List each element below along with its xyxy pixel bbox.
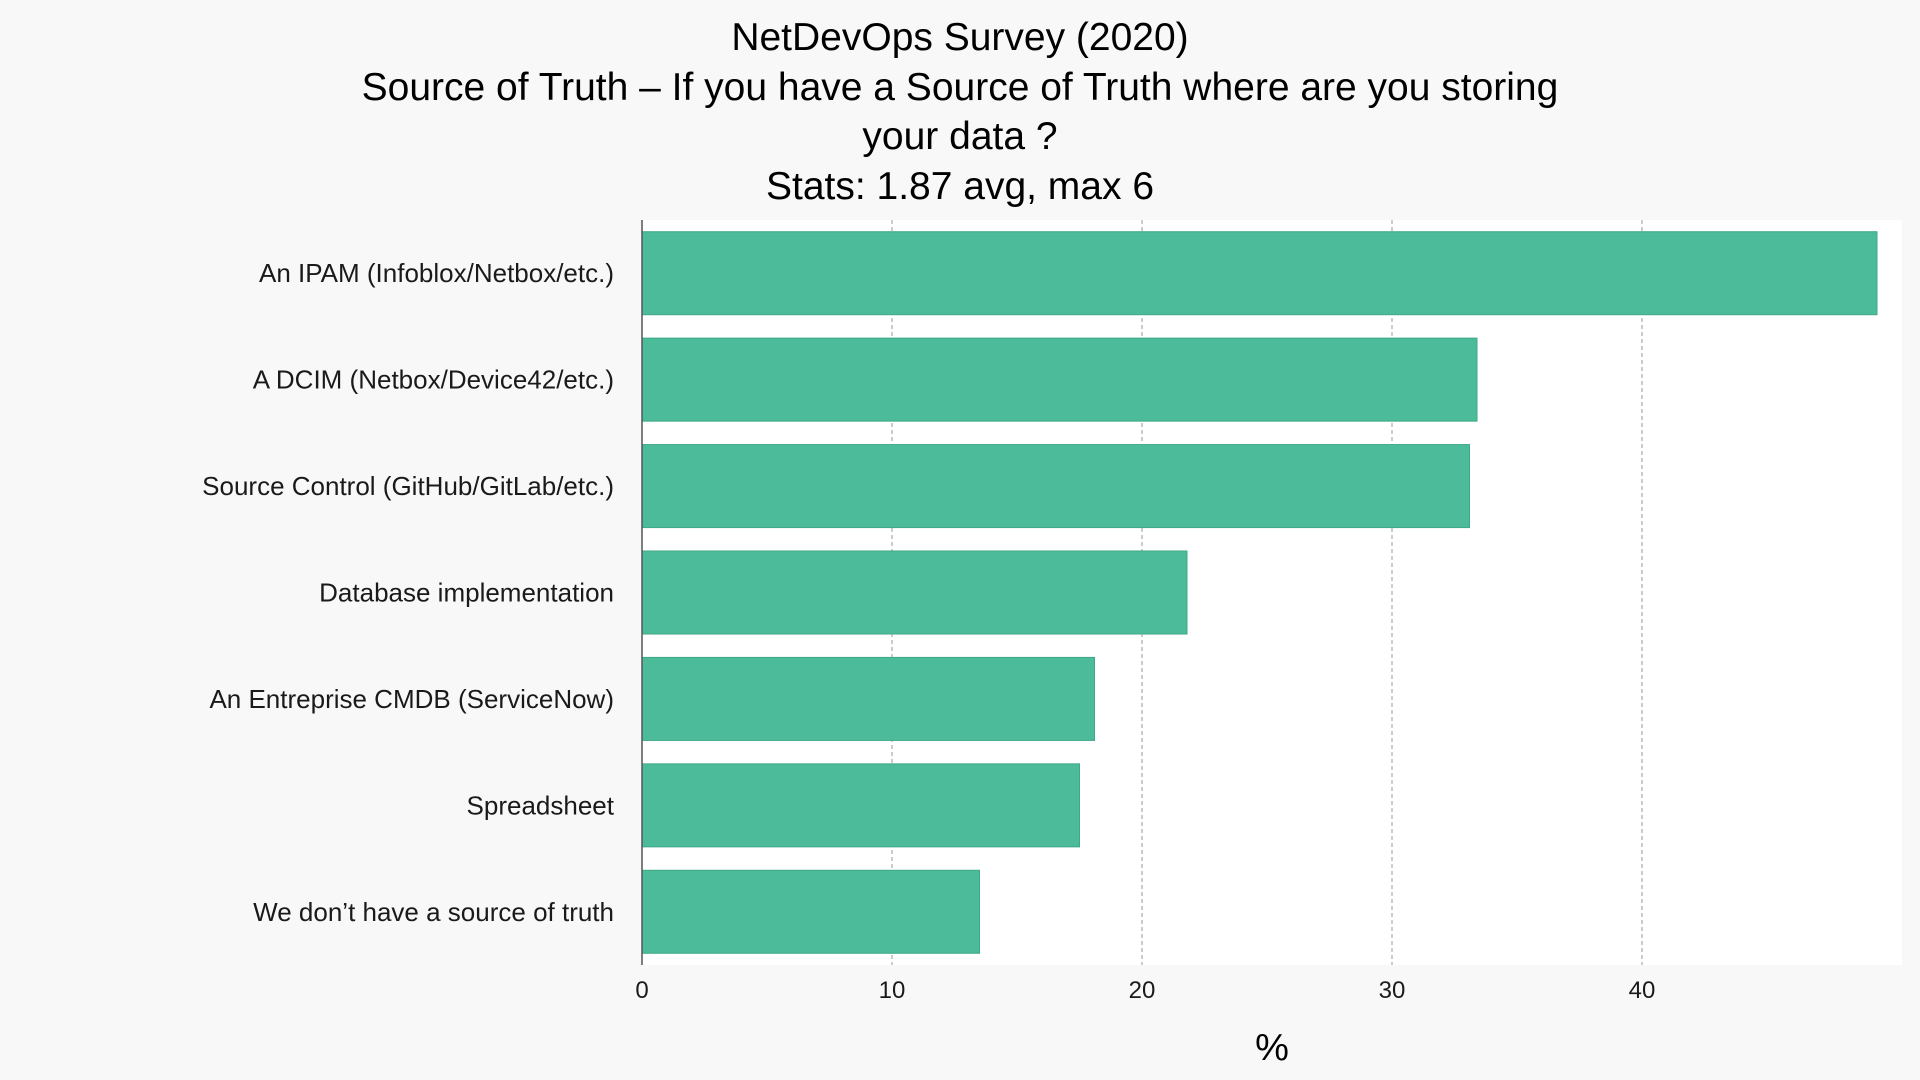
bar-1 xyxy=(641,231,1878,316)
bar-6 xyxy=(641,763,1080,848)
bars xyxy=(641,231,1878,954)
chart-title: NetDevOps Survey (2020) Source of Truth –… xyxy=(362,16,1559,208)
title-line-3: your data ? xyxy=(862,115,1057,158)
x-tick-label-10: 10 xyxy=(879,977,906,1004)
category-label-3: Source Control (GitHub/GitLab/etc.) xyxy=(202,471,614,501)
category-label-6: Spreadsheet xyxy=(467,790,615,820)
category-label-2: A DCIM (Netbox/Device42/etc.) xyxy=(253,365,614,395)
category-labels: An IPAM (Infoblox/Netbox/etc.) A DCIM (Ne… xyxy=(202,258,615,927)
x-axis-title: % xyxy=(1255,1027,1289,1069)
bar-2 xyxy=(641,337,1478,422)
category-label-4: Database implementation xyxy=(319,578,614,608)
x-tick-label-40: 40 xyxy=(1629,977,1656,1004)
x-tick-label-20: 20 xyxy=(1129,977,1156,1004)
category-label-1: An IPAM (Infoblox/Netbox/etc.) xyxy=(259,258,614,288)
x-tick-label-0: 0 xyxy=(635,977,648,1004)
bar-3 xyxy=(641,444,1470,529)
x-tick-labels: 0 10 20 30 40 xyxy=(635,977,1655,1004)
category-label-7: We don’t have a source of truth xyxy=(253,897,614,927)
x-tick-label-30: 30 xyxy=(1379,977,1406,1004)
title-line-2: Source of Truth – If you have a Source o… xyxy=(362,66,1559,109)
title-line-4: Stats: 1.87 avg, max 6 xyxy=(766,165,1154,208)
bar-5 xyxy=(641,656,1095,741)
bar-7 xyxy=(641,869,980,954)
title-line-1: NetDevOps Survey (2020) xyxy=(731,16,1188,59)
category-label-5: An Entreprise CMDB (ServiceNow) xyxy=(209,684,614,714)
bar-4 xyxy=(641,550,1188,635)
